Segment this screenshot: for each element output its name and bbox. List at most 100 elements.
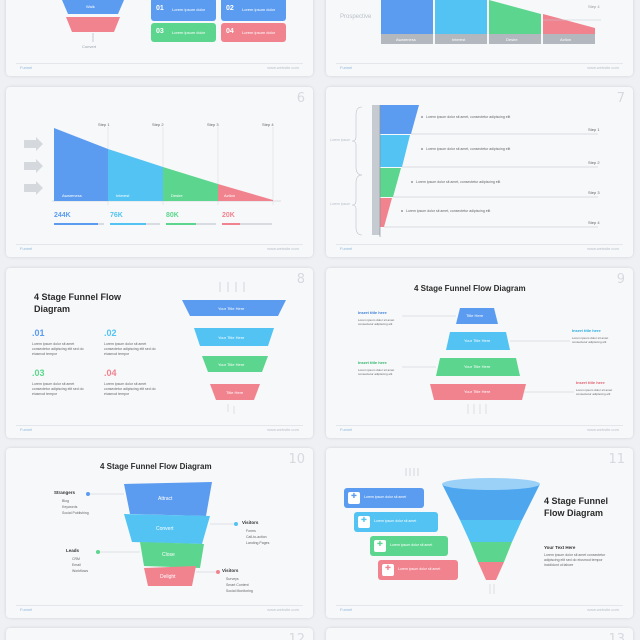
area-label-interest: Interest — [116, 193, 130, 198]
footer-divider — [16, 244, 303, 245]
card-02[interactable]: 02 Lorem ipsum dolor — [221, 0, 286, 21]
group-strangers-item: Keywords — [62, 505, 78, 509]
item-04-num: .04 — [104, 368, 117, 378]
footer-divider — [336, 425, 623, 426]
footer-brand: Funnel — [20, 246, 33, 251]
puzzle-icon: ✚ — [361, 517, 367, 524]
card-01[interactable]: 01 Lorem ipsum dolor — [151, 0, 216, 21]
group-visitors-2-item: Surveys — [226, 577, 239, 581]
footer-brand: Funnel — [340, 607, 353, 612]
slide-number: 6 — [296, 91, 305, 106]
slide-number: 8 — [296, 272, 305, 287]
funnel-partial-graphic — [62, 0, 124, 42]
group-visitors-item: Call-to-action — [246, 535, 267, 539]
group-leads-item: Email — [72, 563, 81, 567]
card-02-text: Lorem ipsum dolor — [242, 7, 276, 12]
slide-top-left[interactable]: Walk Convert 01 Lorem ipsum dolor 02 Lor… — [6, 0, 313, 76]
pyramid-graphic — [402, 308, 574, 414]
bullet-3: Lorem ipsum dolor sit amet, consectetur … — [416, 180, 501, 184]
area-label-awareness: Awareness — [62, 193, 82, 198]
bullet-2: Lorem ipsum dolor sit amet, consectetur … — [426, 147, 511, 151]
footer-url: www.website.com — [267, 427, 299, 432]
callout-1-text: Lorem ipsum dolor sit amet consectetur a… — [358, 318, 395, 326]
callout-2-title: Insert title here — [572, 328, 601, 333]
slide-12[interactable]: 12 — [6, 628, 313, 640]
slide-7[interactable]: 7 Lorem ipsum Lorem ipsum Step 1 Step 2 … — [326, 87, 633, 257]
card-04[interactable]: 04 Lorem ipsum dolor — [221, 23, 286, 42]
slide-11[interactable]: 11 ✚ ✚ ✚ ✚ Lorem ipsum dolor sit amet Lo… — [326, 448, 633, 618]
body-text: Lorem ipsum dolor sit amet consectetur a… — [544, 553, 606, 567]
step-2-label: Step 2 — [588, 160, 600, 165]
group-visitors-item: Forms — [246, 529, 256, 533]
footer-divider — [336, 63, 623, 64]
slide-6[interactable]: 6 Step 1 Step 2 Step 3 Step 4 Awareness … — [6, 87, 313, 257]
pyramid-layer-1: Title Here — [466, 313, 484, 318]
card-03[interactable]: 03 Lorem ipsum dolor — [151, 23, 216, 42]
slide-number: 13 — [608, 632, 625, 640]
card-01-text: Lorem ipsum dolor — [172, 7, 206, 12]
value-desire: 80K — [166, 212, 179, 219]
slide-10[interactable]: 10 4 Stage Funnel Flow Diagram Attract C… — [6, 448, 313, 618]
footer-brand: Funnel — [340, 246, 353, 251]
slide-8[interactable]: 8 4 Stage Funnel Flow Diagram .01 Lorem … — [6, 268, 313, 438]
footer-divider — [336, 605, 623, 606]
item-04-text: Lorem ipsum dolor sit amet consectetur a… — [104, 382, 156, 396]
layer-close: Close — [162, 552, 175, 558]
item-02-num: .02 — [104, 328, 117, 338]
step-1-label: Step 1 — [588, 127, 600, 132]
slide-title-line2: Flow Diagram — [544, 508, 604, 518]
slide-13[interactable]: 13 — [326, 628, 633, 640]
slide-title-line1: 4 Stage Funnel — [544, 496, 609, 506]
funnel-label-convert: Convert — [82, 44, 97, 49]
slide-title: 4 Stage Funnel Flow Diagram — [414, 284, 526, 293]
value-action: 20K — [222, 212, 235, 219]
bar-label-action: Action — [560, 37, 572, 42]
group-strangers-item: Blog — [62, 499, 70, 503]
slide-number: 11 — [608, 452, 625, 467]
item-01-num: .01 — [32, 328, 45, 338]
slide-title: 4 Stage Funnel Flow Diagram — [100, 462, 212, 471]
funnel-layer-3: Your Title Here — [218, 362, 245, 367]
footer-url: www.website.com — [267, 246, 299, 251]
step-4-label: Step 4 — [588, 220, 600, 225]
footer-url: www.website.com — [587, 65, 619, 70]
bar-label-desire: Desire — [506, 37, 518, 42]
bullet-4: Lorem ipsum dolor sit amet, consectetur … — [406, 209, 491, 213]
slide-number: 12 — [288, 632, 305, 640]
card-04-num: 04 — [226, 28, 234, 35]
side-label-1: Lorem ipsum — [330, 138, 351, 142]
puzzle-icon: ✚ — [385, 565, 391, 572]
funnel-graphic — [182, 282, 286, 414]
funnel-layer-2: Your Title Here — [218, 335, 245, 340]
puzzle-icon: ✚ — [377, 541, 383, 548]
subtitle: Your Text Here — [544, 545, 576, 550]
pyramid-layer-4: Your Title Here — [464, 389, 491, 394]
prospective-label: Prospective — [340, 14, 372, 20]
card-text-2: Lorem ipsum dolor sit amet — [374, 519, 417, 523]
group-leads-title: Leads — [66, 548, 80, 553]
area-bar-partial-graphic — [381, 0, 601, 44]
step-2-label: Step 2 — [152, 122, 164, 127]
group-visitors-2-item: Social Monitoring — [226, 589, 253, 593]
footer-divider — [336, 244, 623, 245]
callout-1-title: Insert title here — [358, 310, 387, 315]
footer-brand: Funnel — [20, 427, 33, 432]
callout-3-text: Lorem ipsum dolor sit amet consectetur a… — [358, 368, 395, 376]
callout-2-text: Lorem ipsum dolor sit amet consectetur a… — [572, 336, 609, 344]
footer-url: www.website.com — [587, 607, 619, 612]
value-awareness: 244K — [54, 212, 71, 219]
item-03-num: .03 — [32, 368, 45, 378]
step-3-label: Step 3 — [588, 190, 600, 195]
puzzle-icon: ✚ — [351, 493, 357, 500]
footer-url: www.website.com — [587, 427, 619, 432]
group-leads-item: Workflows — [72, 569, 89, 573]
group-strangers-title: Strangers — [54, 490, 76, 495]
group-visitors-title: Visitors — [242, 520, 259, 525]
step-1-label: Step 1 — [98, 122, 110, 127]
card-04-text: Lorem ipsum dolor — [242, 30, 276, 35]
callout-3-title: Insert title here — [358, 360, 387, 365]
slide-top-right[interactable]: Prospective Step 4 Awareness Interest De… — [326, 0, 633, 76]
callout-4-text: Lorem ipsum dolor sit amet consectetur a… — [576, 388, 613, 396]
slide-9[interactable]: 9 4 Stage Funnel Flow Diagram Title Here… — [326, 268, 633, 438]
vertical-funnel-chart — [351, 105, 598, 237]
